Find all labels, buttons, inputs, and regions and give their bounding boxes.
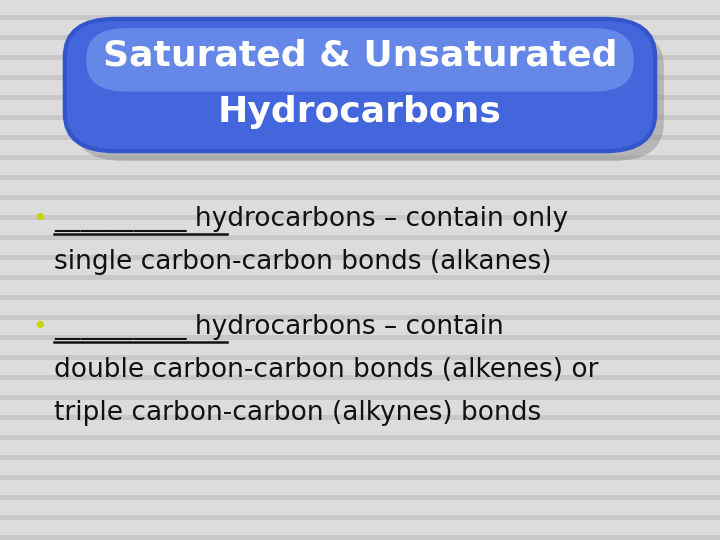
Bar [0,375,720,380]
Bar [0,65,720,70]
Bar [0,435,720,440]
Bar [0,465,720,470]
FancyBboxPatch shape [86,28,634,92]
Text: __________ hydrocarbons – contain: __________ hydrocarbons – contain [54,314,504,340]
Bar [0,315,720,320]
Bar [0,235,720,240]
Bar [0,105,720,110]
Bar [0,495,720,500]
Bar [0,355,720,360]
Bar [0,275,720,280]
Bar [0,15,720,20]
Bar [0,405,720,410]
Bar [0,245,720,250]
Bar [0,445,720,450]
Bar [0,395,720,400]
Text: double carbon-carbon bonds (alkenes) or: double carbon-carbon bonds (alkenes) or [54,357,598,383]
Bar [0,515,720,520]
Bar [0,475,720,480]
Bar [0,525,720,530]
Text: __________ hydrocarbons – contain only: __________ hydrocarbons – contain only [54,206,568,232]
Bar [0,255,720,260]
Bar [0,35,720,40]
Bar [0,5,720,10]
Bar [0,165,720,170]
Bar [0,415,720,420]
Bar [0,95,720,100]
Bar [0,45,720,50]
Bar [0,295,720,300]
Bar [0,155,720,160]
Bar [0,145,720,150]
Bar [0,135,720,140]
Bar [0,25,720,30]
Bar [0,485,720,490]
Bar [0,325,720,330]
Text: Hydrocarbons: Hydrocarbons [218,94,502,129]
Bar [0,185,720,190]
Bar [0,215,720,220]
Bar [0,85,720,90]
Bar [0,335,720,340]
Bar [0,455,720,460]
Bar [0,225,720,230]
Bar [0,55,720,60]
Text: single carbon-carbon bonds (alkanes): single carbon-carbon bonds (alkanes) [54,249,552,275]
FancyBboxPatch shape [73,29,664,161]
Bar [0,285,720,290]
Bar [0,345,720,350]
FancyBboxPatch shape [65,19,655,151]
Bar [0,175,720,180]
Bar [0,265,720,270]
Text: •: • [32,315,47,339]
Bar [0,505,720,510]
Bar [0,205,720,210]
Bar [0,385,720,390]
Bar [0,305,720,310]
Bar [0,75,720,80]
Bar [0,425,720,430]
Bar [0,365,720,370]
Text: triple carbon-carbon (alkynes) bonds: triple carbon-carbon (alkynes) bonds [54,400,541,426]
Bar [0,125,720,130]
Bar [0,195,720,200]
Bar [0,535,720,540]
Text: •: • [32,207,47,231]
Text: Saturated & Unsaturated: Saturated & Unsaturated [103,39,617,73]
Bar [0,115,720,120]
